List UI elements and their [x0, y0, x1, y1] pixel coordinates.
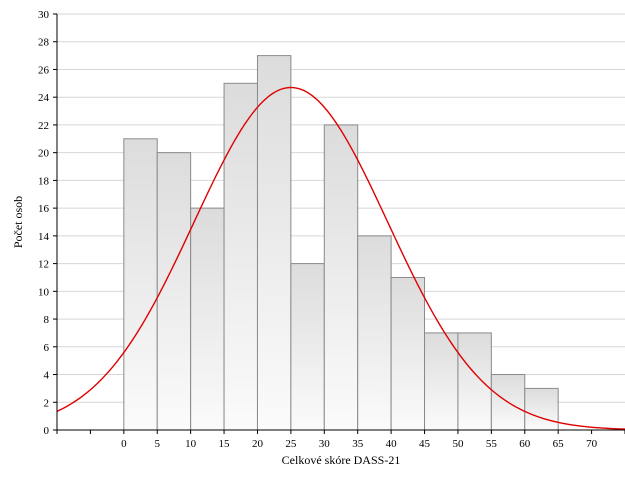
y-tick-label: 0 [44, 425, 50, 437]
y-tick-label: 28 [38, 37, 50, 49]
x-tick-label: 15 [219, 438, 231, 450]
x-tick-label: 10 [185, 438, 197, 450]
x-tick-label: 50 [452, 438, 464, 450]
x-tick-label: 35 [352, 438, 364, 450]
x-axis-title: Celkové skóre DASS-21 [282, 453, 401, 467]
y-tick-label: 2 [44, 397, 50, 409]
histogram-bar [524, 387, 559, 431]
histogram-bar [123, 138, 158, 431]
y-axis-title: Počet osob [11, 196, 25, 248]
y-tick-label: 20 [38, 148, 50, 160]
y-tick-label: 6 [44, 342, 50, 354]
x-tick-label: 20 [252, 438, 264, 450]
histogram-bar [190, 207, 225, 431]
y-tick-label: 24 [38, 92, 50, 104]
histogram-bar [457, 332, 492, 431]
y-tick-label: 14 [38, 231, 50, 243]
x-tick-label: 60 [519, 438, 531, 450]
normal-curve-layer [57, 86, 625, 430]
y-tick-label: 12 [38, 259, 49, 271]
y-tick-label: 16 [38, 203, 50, 215]
x-tick-label: 55 [486, 438, 498, 450]
y-tick-label: 18 [38, 175, 50, 187]
y-tick-label: 10 [38, 286, 50, 298]
histogram-bar [156, 152, 192, 431]
histogram-bar [390, 276, 426, 431]
x-tick-label: 65 [553, 438, 565, 450]
histogram-bar [323, 124, 359, 431]
x-tick-label: 5 [154, 438, 160, 450]
x-tick-label: 0 [121, 438, 127, 450]
histogram-bar [357, 235, 392, 431]
x-tick-label: 30 [319, 438, 331, 450]
y-tick-label: 22 [38, 120, 49, 132]
histogram-bar [424, 332, 459, 431]
x-tick-label: 70 [586, 438, 598, 450]
y-tick-label: 26 [38, 64, 50, 76]
histogram-bars [123, 55, 559, 431]
y-tick-label: 4 [44, 370, 50, 382]
y-tick-label: 30 [38, 9, 50, 21]
histogram-bar [256, 55, 292, 431]
histogram-bar [290, 263, 325, 431]
normal-distribution-curve [57, 86, 625, 430]
x-tick-label: 25 [285, 438, 297, 450]
x-tick-label: 40 [386, 438, 398, 450]
y-tick-label: 8 [44, 314, 50, 326]
axes [53, 13, 625, 434]
histogram-bar [223, 82, 258, 431]
x-tick-label: 45 [419, 438, 431, 450]
